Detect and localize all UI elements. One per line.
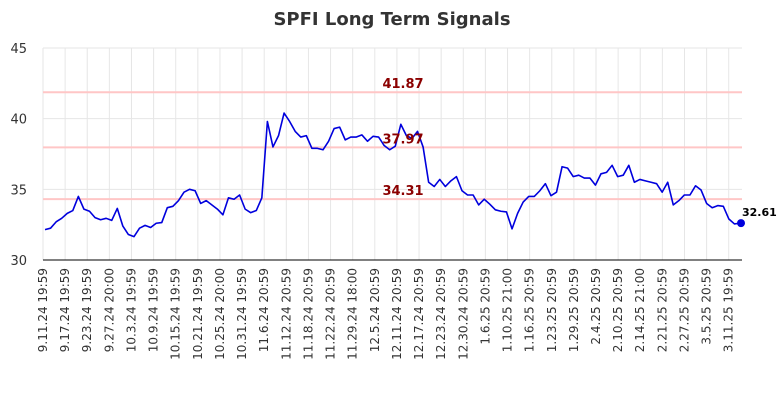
x-tick-label: 2.21.25 20:59 <box>655 268 669 352</box>
x-tick-label: 10.3.24 19:59 <box>124 268 138 352</box>
x-tick-label: 2.27.25 20:59 <box>677 268 691 352</box>
x-tick-label: 1.6.25 20:59 <box>478 268 492 345</box>
y-tick-label: 40 <box>10 113 27 128</box>
x-tick-label: 3.11.25 19:59 <box>722 268 736 352</box>
series-line <box>44 112 741 238</box>
x-tick-label: 9.11.24 19:59 <box>36 268 50 352</box>
x-tick-label: 2.4.25 20:59 <box>589 268 603 345</box>
chart-title: SPFI Long Term Signals <box>273 9 510 30</box>
x-tick-label: 11.12.24 20:59 <box>279 268 293 360</box>
y-tick-label: 45 <box>10 42 27 57</box>
signal-labels: 41.87 37.97 34.31 <box>382 77 423 199</box>
grid <box>42 47 742 261</box>
x-tick-label: 11.29.24 18:00 <box>346 268 360 360</box>
x-tick-label: 10.25.24 20:00 <box>213 268 227 360</box>
x-tick-label: 3.5.25 20:59 <box>700 268 714 345</box>
x-tick-label: 10.15.24 19:59 <box>169 268 183 360</box>
x-tick-label: 9.27.24 20:00 <box>102 268 116 352</box>
y-tick-labels: 30 35 40 45 <box>10 42 27 269</box>
series <box>44 112 741 238</box>
x-tick-label: 12.5.24 20:59 <box>368 268 382 352</box>
last-value-label: 32.61 <box>742 206 777 219</box>
x-tick-label: 1.29.25 20:59 <box>567 268 581 352</box>
x-tick-label: 9.23.24 19:59 <box>80 268 94 352</box>
x-tick-label: 11.18.24 20:59 <box>301 268 315 360</box>
x-tick-label: 11.6.24 20:59 <box>257 268 271 352</box>
x-tick-label: 10.31.24 19:59 <box>235 268 249 360</box>
signal-label: 34.31 <box>382 184 423 199</box>
signal-label: 41.87 <box>382 77 423 92</box>
y-tick-label: 35 <box>10 183 27 198</box>
y-tick-label: 30 <box>10 254 27 269</box>
x-tick-label: 10.21.24 19:59 <box>191 268 205 360</box>
x-tick-label: 12.17.24 20:59 <box>412 268 426 360</box>
x-tick-label: 1.10.25 21:00 <box>501 268 515 352</box>
x-tick-label: 1.16.25 20:59 <box>523 268 537 352</box>
x-tick-labels: 9.11.24 19:59 9.17.24 19:59 9.23.24 19:59 9… <box>36 268 736 360</box>
x-tick-label: 2.10.25 20:59 <box>611 268 625 352</box>
x-tick-label: 12.30.24 20:59 <box>456 268 470 360</box>
x-tick-label: 2.14.25 21:00 <box>633 268 647 352</box>
x-tick-label: 11.22.24 20:59 <box>324 268 338 360</box>
x-tick-label: 9.17.24 19:59 <box>58 268 72 352</box>
x-tick-label: 12.23.24 20:59 <box>434 268 448 360</box>
x-tick-label: 1.23.25 20:59 <box>545 268 559 352</box>
x-tick-label: 12.11.24 20:59 <box>390 268 404 360</box>
last-value-marker <box>737 219 745 228</box>
signal-label: 37.97 <box>382 132 423 147</box>
last-value: 32.61 <box>737 206 777 228</box>
x-tick-label: 10.9.24 19:59 <box>147 268 161 352</box>
